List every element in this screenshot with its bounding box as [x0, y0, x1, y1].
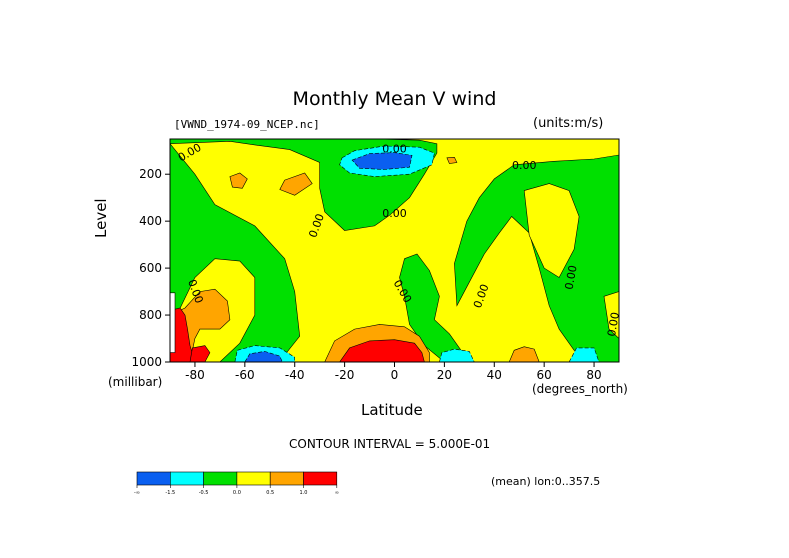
y-tick-label-4: 1000: [131, 355, 162, 369]
contour-label-4: 0.00: [382, 207, 407, 220]
y-axis-unit: (millibar): [108, 375, 163, 389]
contour-region-16: [339, 339, 425, 362]
x-tick-label-5: 20: [437, 368, 452, 382]
contour-label-2: 0.00: [512, 159, 537, 172]
contour-fill-layer: [170, 139, 619, 362]
y-tick-label-2: 600: [139, 261, 162, 275]
x-axis-label: Latitude: [361, 401, 423, 419]
contour-region-17: [170, 292, 176, 353]
x-axis-unit: (degrees_north): [532, 382, 628, 396]
colorbar-label-0: -∞: [134, 490, 140, 496]
y-tick-label-3: 800: [139, 308, 162, 322]
x-tick-label-0: -80: [185, 368, 205, 382]
colorbar-label-6: ∞: [335, 490, 339, 496]
contour-region-13: [508, 346, 540, 362]
x-tick-label-1: -60: [235, 368, 255, 382]
contour-label-9: 0.00: [605, 311, 622, 337]
colorbar-swatch-1: [170, 471, 204, 486]
y-tick-label-0: 200: [139, 167, 162, 181]
colorbar-swatch-5: [303, 471, 338, 486]
contour-region-21: [244, 351, 283, 362]
contour-label-5: 0.00: [563, 264, 580, 290]
x-tick-label-8: 80: [586, 368, 601, 382]
contour-region-19: [351, 152, 413, 170]
contour-region-15: [189, 345, 211, 362]
x-tick-label-2: -40: [285, 368, 305, 382]
colorbar: -∞ -1.5 -0.5 0.0 0.5 1.0 ∞: [134, 471, 339, 496]
chart-title: Monthly Mean V wind: [292, 88, 497, 110]
colorbar-label-3: 0.0: [233, 490, 241, 496]
colorbar-label-2: -0.5: [199, 490, 209, 496]
contour-region-9: [229, 172, 248, 189]
colorbar-swatch-3: [236, 471, 271, 486]
contour-region-22: [439, 348, 475, 362]
y-tick-label-1: 400: [139, 214, 162, 228]
contour-label-1: 0.00: [382, 143, 407, 156]
x-tick-label-4: 0: [391, 368, 399, 382]
colorbar-label-1: -1.5: [165, 490, 175, 496]
colorbar-label-5: 1.0: [300, 490, 308, 496]
contour-region-14: [170, 307, 196, 362]
colorbar-swatch-4: [269, 471, 304, 486]
contour-region-5: [523, 183, 580, 278]
mean-info-text: (mean) lon:0..357.5: [491, 475, 601, 488]
contour-region-8: [279, 172, 313, 196]
contour-region-6: [603, 291, 619, 339]
contour-region-23: [568, 347, 600, 362]
colorbar-swatch-0: [136, 471, 171, 486]
contour-region-10: [446, 156, 458, 164]
contour-region-4: [454, 154, 619, 362]
colorbar-label-4: 0.5: [266, 490, 274, 496]
colorbar-swatch-2: [203, 471, 238, 486]
x-tick-label-6: 40: [487, 368, 502, 382]
x-tick-label-7: 60: [537, 368, 552, 382]
dataset-label: [VWND_1974-09_NCEP.nc]: [174, 118, 320, 131]
x-tick-label-3: -20: [335, 368, 355, 382]
units-label: (units:m/s): [533, 116, 604, 131]
contour-interval-text: CONTOUR INTERVAL = 5.000E-01: [289, 437, 491, 451]
axes: -80 -60 -40 -20 0 20 40 60 80 200 400 600 800 1000: [131, 167, 601, 382]
